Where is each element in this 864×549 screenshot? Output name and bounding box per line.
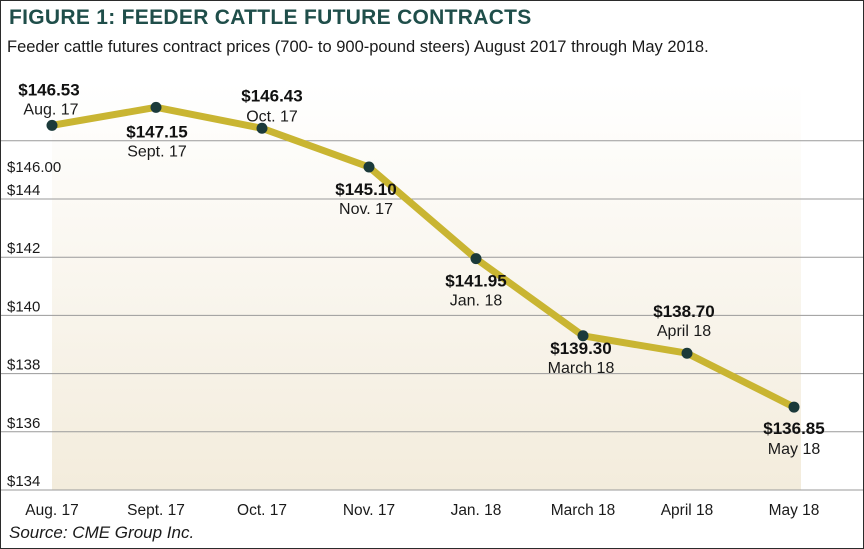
value-label: $147.15: [126, 122, 187, 141]
y-tick-label: $146.00: [7, 159, 61, 176]
x-tick-label: April 18: [661, 502, 714, 519]
data-point: [256, 122, 268, 134]
data-point: [363, 161, 375, 173]
y-tick-label: $134: [7, 473, 40, 490]
y-tick-label: $142: [7, 240, 40, 257]
y-tick-label: $144: [7, 182, 40, 199]
point-date-label: Jan. 18: [450, 293, 503, 310]
data-point: [681, 347, 693, 359]
point-date-label: April 18: [657, 323, 711, 340]
series-line: [48, 103, 798, 411]
x-tick-label: March 18: [551, 502, 616, 519]
value-label: $136.85: [763, 419, 824, 438]
data-point: [150, 101, 162, 113]
value-label: $138.70: [653, 302, 714, 321]
y-tick-label: $140: [7, 298, 40, 315]
value-label: $141.95: [445, 272, 506, 291]
point-date-label: Nov. 17: [339, 201, 393, 218]
y-tick-label: $136: [7, 415, 40, 432]
chart-title: FIGURE 1: FEEDER CATTLE FUTURE CONTRACTS: [9, 6, 532, 29]
x-tick-label: May 18: [769, 502, 820, 519]
x-tick-label: Nov. 17: [343, 502, 395, 519]
value-label: $146.43: [241, 86, 302, 105]
y-tick-label: $138: [7, 357, 40, 374]
chart-subtitle: Feeder cattle futures contract prices (7…: [7, 38, 709, 56]
x-tick-label: Oct. 17: [237, 502, 287, 519]
point-date-label: May 18: [768, 441, 821, 458]
point-date-label: March 18: [548, 360, 615, 377]
data-point: [46, 119, 58, 131]
point-date-label: Aug. 17: [23, 101, 78, 118]
x-tick-label: Jan. 18: [451, 502, 502, 519]
data-point: [577, 330, 589, 342]
point-date-label: Oct. 17: [246, 108, 298, 125]
x-tick-label: Sept. 17: [127, 502, 185, 519]
value-label: $139.30: [550, 339, 611, 358]
value-label: $146.53: [18, 80, 79, 99]
chart-source: Source: CME Group Inc.: [9, 523, 195, 542]
plot-background: [52, 82, 801, 490]
point-date-label: Sept. 17: [127, 143, 187, 160]
value-label: $145.10: [335, 180, 396, 199]
data-point: [470, 253, 482, 265]
data-point: [788, 401, 800, 413]
x-tick-label: Aug. 17: [25, 502, 78, 519]
